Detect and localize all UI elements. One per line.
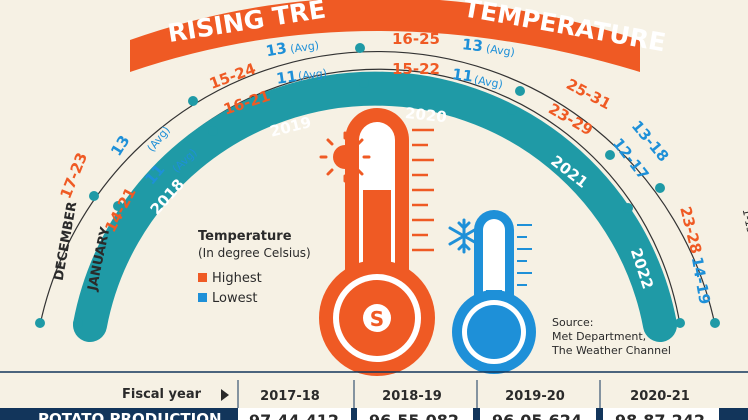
arc-nodes — [35, 43, 720, 328]
source-met: Met Department, — [552, 330, 646, 343]
legend-swatch-highest — [198, 273, 207, 282]
arc-node — [675, 318, 685, 328]
hot-thermometer: S — [319, 108, 435, 376]
legend-unit: (In degree Celsius) — [198, 246, 311, 260]
dec-2019-high: 16-25 — [392, 30, 440, 48]
play-arrow-icon — [221, 389, 229, 401]
arc-node — [655, 183, 665, 193]
arc-node — [623, 203, 633, 213]
jan-2020-low: 11 — [451, 65, 474, 86]
production-value-1: 97,44,412 — [249, 411, 339, 420]
arc-node — [89, 191, 99, 201]
legend-lowest: Lowest — [212, 291, 257, 306]
dec-2018-high: 15-24 — [207, 60, 258, 93]
legend-heading: Temperature — [198, 229, 292, 244]
production-label: POTATO PRODUCTION — [38, 410, 222, 420]
fiscal-year-1: 2017-18 — [260, 389, 320, 404]
outer-arc — [39, 51, 716, 326]
source-label: Source: — [552, 316, 594, 329]
production-value-3: 96,05,624 — [492, 411, 582, 420]
sun-icon — [319, 131, 371, 183]
arc-node — [515, 86, 525, 96]
jan-2018-high-avg: (Avg) — [145, 124, 173, 155]
month-label-jan-partial: 1-15 of January — [740, 207, 748, 293]
arc-node — [208, 126, 218, 136]
arc-node — [359, 78, 369, 88]
jan-2019-low-avg: (Avg) — [297, 67, 327, 83]
dec-2017-high: 17-23 — [56, 150, 91, 201]
jan-2020-low-avg: (Avg) — [473, 73, 504, 91]
jan-2019-low: 11 — [275, 67, 298, 88]
jan-2018-high: 13 — [107, 132, 133, 159]
year-label-2020: 2020 — [404, 104, 447, 126]
fiscal-year-3: 2019-20 — [505, 389, 565, 404]
arc-node — [710, 318, 720, 328]
arc-node — [355, 43, 365, 53]
logo-letter: S — [370, 307, 384, 331]
dec-2021-low: 14-19 — [688, 255, 714, 305]
arc-node — [605, 150, 615, 160]
jan-2019-high: 13 — [264, 39, 288, 60]
jan-2020-high: 13 — [461, 35, 484, 55]
dec-2019-low: 15-22 — [392, 60, 440, 78]
jan-2020-high-avg: (Avg) — [485, 42, 515, 59]
legend-swatch-lowest — [198, 293, 207, 302]
arc-node — [35, 318, 45, 328]
month-label-december: DECEMBER — [52, 201, 81, 282]
production-value-2: 96,55,082 — [369, 411, 459, 420]
cold-thermometer — [452, 210, 536, 374]
dec-2020-high: 25-31 — [563, 75, 614, 113]
arc-node — [188, 96, 198, 106]
source-weather-channel: The Weather Channel — [551, 344, 671, 357]
arc-node — [507, 105, 517, 115]
legend-highest: Highest — [212, 271, 262, 286]
fiscal-year-4: 2020-21 — [630, 389, 690, 404]
production-values: 97,44,412 96,55,082 96,05,624 98,87,242 — [238, 408, 719, 420]
jan-2019-high-avg: (Avg) — [289, 39, 319, 56]
year-band — [73, 71, 677, 342]
fiscal-year-label: Fiscal year — [122, 387, 202, 402]
arc-node — [73, 318, 83, 328]
production-value-4: 98,87,242 — [615, 411, 705, 420]
fiscal-year-2: 2018-19 — [382, 389, 442, 404]
arc-node — [113, 201, 123, 211]
title-banner — [130, 0, 640, 72]
dec-2021-high: 23-28 — [676, 205, 705, 256]
logo-badge — [363, 304, 391, 332]
snowflake-icon — [448, 218, 480, 254]
